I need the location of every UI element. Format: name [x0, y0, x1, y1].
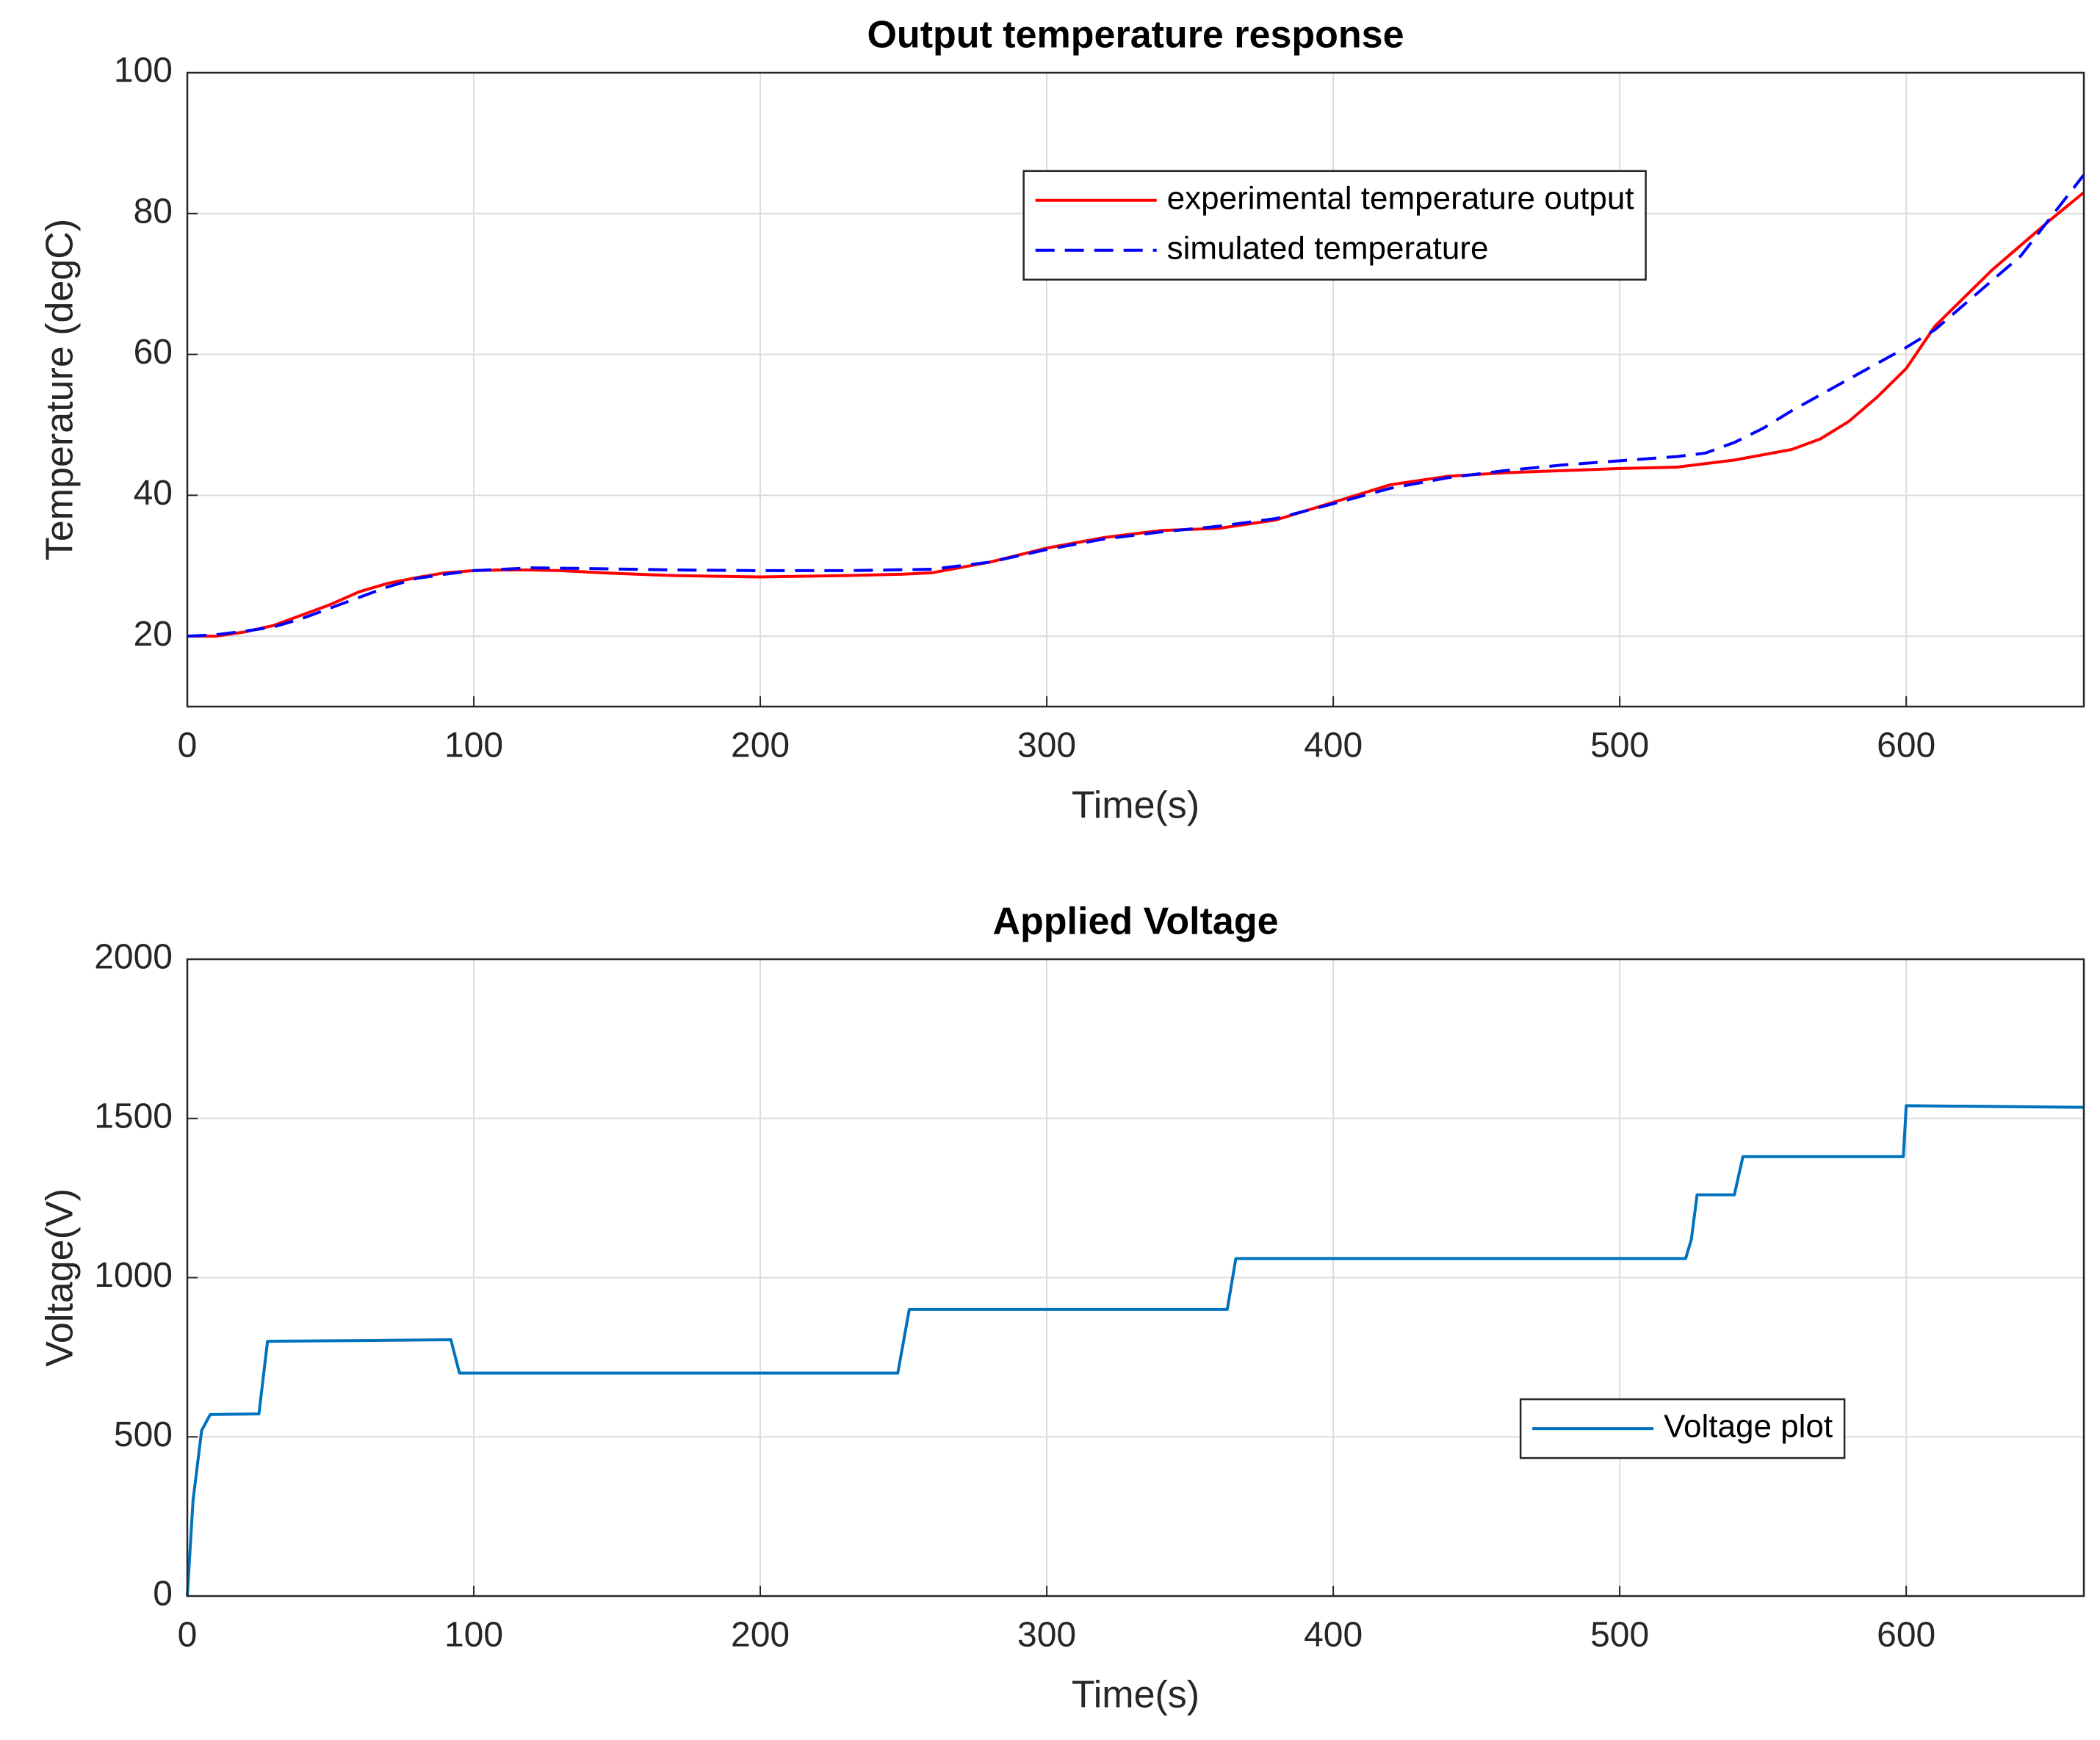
y-tick-label: 500 [114, 1415, 173, 1454]
y-tick-label: 1500 [94, 1097, 173, 1136]
axes-box [186, 958, 2085, 1598]
x-tick-label: 400 [1304, 1616, 1363, 1655]
chart-title: Output temperature response [867, 14, 1404, 57]
x-tick-label: 0 [178, 726, 198, 765]
legend: Voltage plot [1519, 1398, 1846, 1459]
x-axis-label: Time(s) [1072, 784, 1199, 827]
y-tick-label: 20 [134, 615, 173, 654]
data-line [186, 1104, 2085, 1597]
y-tick-label: 60 [134, 333, 173, 372]
y-tick-label: 40 [134, 474, 173, 513]
y-tick-label: 100 [114, 51, 173, 90]
axes-box [186, 71, 2085, 708]
x-tick-label: 100 [444, 726, 503, 765]
y-tick-label: 1000 [94, 1256, 173, 1295]
legend-label: simulated temperature [1167, 230, 1489, 266]
x-tick-label: 600 [1877, 1616, 1935, 1655]
legend-label: experimental temperature output [1167, 180, 1634, 216]
legend-label: Voltage plot [1664, 1409, 1833, 1445]
legend: experimental temperature output simulated… [1022, 170, 1647, 281]
y-tick-label: 0 [153, 1575, 173, 1614]
x-tick-label: 300 [1017, 726, 1076, 765]
chart-title: Applied Voltage [992, 900, 1278, 943]
x-tick-label: 500 [1590, 1616, 1649, 1655]
plot-area [187, 73, 2084, 707]
x-tick-label: 600 [1877, 726, 1935, 765]
x-tick-label: 200 [731, 1616, 790, 1655]
x-tick-label: 200 [731, 726, 790, 765]
x-tick-label: 500 [1590, 726, 1649, 765]
y-axis-label: Voltage(V) [39, 1188, 82, 1367]
y-tick-label: 80 [134, 192, 173, 231]
x-tick-label: 0 [178, 1616, 198, 1655]
y-tick-label: 2000 [94, 938, 173, 977]
x-tick-label: 300 [1017, 1616, 1076, 1655]
x-axis-label: Time(s) [1072, 1674, 1199, 1716]
data-line [187, 173, 2085, 638]
y-axis-label: Temperature (degC) [39, 219, 82, 560]
legend-box [1022, 170, 1647, 281]
x-tick-label: 400 [1304, 726, 1363, 765]
x-tick-label: 100 [444, 1616, 503, 1655]
